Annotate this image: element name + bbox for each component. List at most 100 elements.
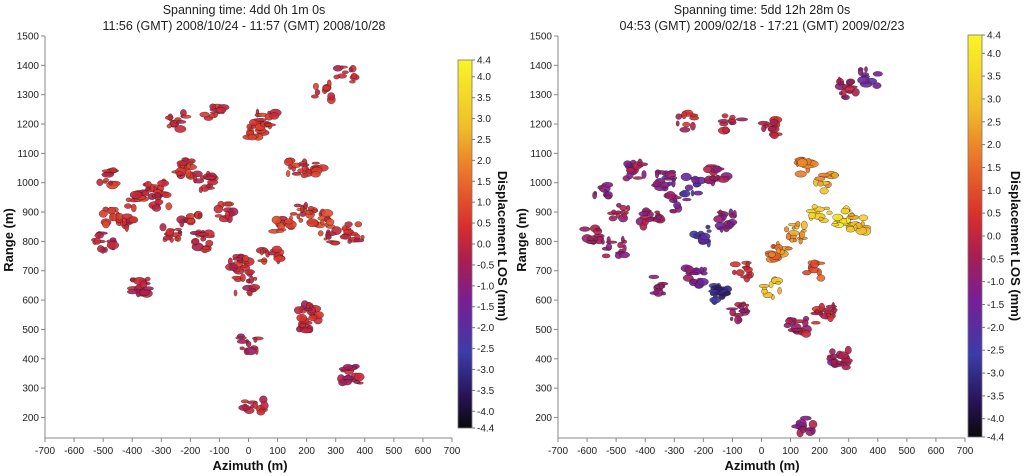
- left-cluster-34: [126, 276, 154, 298]
- right-scatter-point: [801, 220, 808, 230]
- right-scatter-point: [675, 113, 683, 120]
- right-scatter-point: [601, 253, 611, 259]
- right-cluster-12: [635, 207, 666, 231]
- right-scatter-point: [729, 261, 741, 268]
- right-scatter-point: [606, 242, 613, 251]
- left-scatter-point: [102, 220, 110, 229]
- left-x-tick-label: -200: [180, 446, 200, 457]
- left-scatter-point: [186, 163, 191, 170]
- left-scatter-point: [269, 112, 280, 120]
- left-cluster-1: [164, 109, 192, 133]
- right-scatter-point: [789, 237, 794, 243]
- left-x-tick-label: 500: [386, 446, 403, 457]
- right-scatter-point: [673, 201, 681, 209]
- left-cluster-19: [298, 161, 329, 179]
- right-cluster-35: [725, 301, 751, 325]
- left-scatter-point: [348, 66, 353, 73]
- left-scatter-point: [124, 203, 132, 209]
- right-colorbar-tick-label: -1.5: [987, 300, 1005, 311]
- right-x-tick-label: -700: [548, 446, 568, 457]
- left-scatter-point: [311, 161, 320, 165]
- left-scatter-point: [122, 217, 127, 226]
- left-panel: Spanning time: 4dd 0h 1m 0s 11:56 (GMT) …: [1, 3, 510, 473]
- left-scatter-point: [200, 236, 207, 242]
- left-scatter-point: [289, 212, 298, 216]
- left-scatter-point: [106, 240, 120, 250]
- left-scatter-point: [174, 125, 187, 133]
- right-colorbar-label: Displacement LOS (mm): [1008, 171, 1023, 321]
- left-scatter-point: [197, 213, 203, 219]
- left-scatter-point: [327, 92, 336, 101]
- left-y-tick-label: 800: [22, 237, 39, 248]
- left-scatter-point: [154, 199, 164, 206]
- left-scatter-point: [246, 123, 253, 130]
- right-scatter-point: [592, 191, 597, 200]
- left-scatter-point: [271, 215, 282, 225]
- left-scatter-point: [351, 72, 358, 79]
- left-cluster-5: [96, 167, 121, 190]
- right-colorbar-tick-label: 4.0: [987, 49, 1001, 60]
- right-scatter-point: [757, 120, 770, 126]
- right-cluster-7: [651, 169, 678, 192]
- right-scatter-point: [699, 232, 711, 241]
- left-scatter-point: [239, 346, 245, 351]
- left-cluster-27: [256, 245, 286, 265]
- left-scatter-point: [225, 201, 232, 206]
- right-scatter-point: [716, 210, 725, 214]
- right-scatter-point: [761, 289, 769, 295]
- left-scatter-point: [339, 65, 344, 70]
- left-scatter-point: [205, 239, 214, 247]
- left-cluster-9: [192, 170, 219, 194]
- right-scatter-point: [816, 274, 826, 282]
- left-scatter-point: [310, 171, 321, 178]
- left-scatter-point: [284, 218, 294, 225]
- left-scatter-point: [232, 257, 244, 261]
- right-scatter-point: [802, 270, 812, 276]
- right-scatter-point: [735, 117, 749, 122]
- right-colorbar-tick-label: -3.0: [987, 369, 1005, 380]
- right-scatter-point: [742, 266, 750, 270]
- right-y-tick-label: 400: [535, 354, 552, 365]
- right-cluster-28: [708, 283, 732, 305]
- left-scatter-point: [131, 203, 137, 213]
- left-scatter-point: [126, 289, 138, 295]
- right-cluster-31: [810, 302, 838, 325]
- right-scatter-point: [626, 167, 635, 174]
- right-cluster-17: [713, 208, 738, 233]
- right-cluster-34: [791, 415, 818, 438]
- left-colorbar-tick-label: -0.5: [477, 260, 495, 271]
- right-scatter-point: [621, 235, 625, 244]
- left-scatter-point: [166, 123, 172, 129]
- right-scatter-point: [845, 226, 856, 233]
- right-cluster-18: [793, 156, 819, 178]
- right-scatter-point: [654, 210, 660, 214]
- right-cluster-19: [813, 171, 840, 195]
- left-scatter-point: [252, 401, 258, 409]
- right-scatter-point: [672, 197, 677, 203]
- right-cluster-22: [784, 220, 808, 245]
- right-scatter-point: [777, 287, 782, 295]
- right-y-tick-label: 500: [535, 325, 552, 336]
- right-scatter-point: [655, 170, 660, 179]
- left-cluster-22: [268, 215, 297, 234]
- left-colorbar-tick-label: -2.0: [477, 323, 495, 334]
- left-scatter-point: [325, 234, 332, 240]
- right-scatter-point: [622, 212, 627, 219]
- right-scatter-point: [732, 209, 737, 218]
- right-scatter-point: [769, 118, 779, 126]
- right-scatter-point: [729, 316, 734, 321]
- left-cluster-15: [91, 231, 120, 254]
- left-x-tick-label: 400: [356, 446, 373, 457]
- left-cluster-26: [339, 221, 365, 244]
- left-scatter-point: [349, 80, 356, 84]
- left-scatter-point: [298, 218, 303, 223]
- right-scatter-point: [608, 215, 618, 222]
- right-x-tick-label: 100: [782, 446, 799, 457]
- right-cluster-24: [764, 240, 793, 263]
- left-scatter-point: [205, 184, 211, 188]
- right-scatter-point: [858, 214, 869, 222]
- left-colorbar-tick-label: 1.0: [477, 198, 491, 209]
- right-x-tick-label: 600: [928, 446, 945, 457]
- right-scatter-point: [814, 176, 826, 181]
- right-x-tick-label: -500: [606, 446, 626, 457]
